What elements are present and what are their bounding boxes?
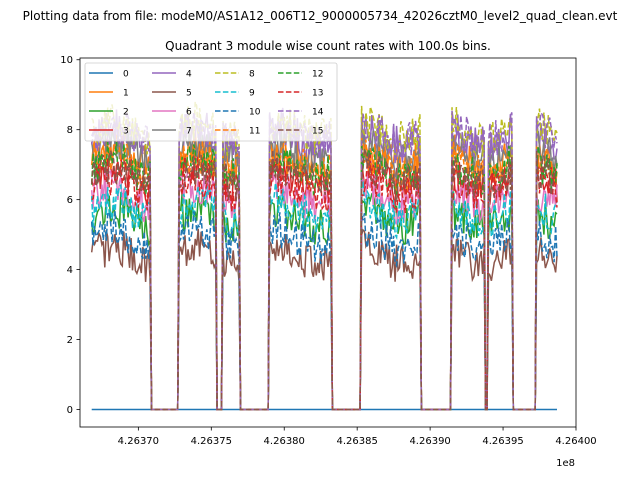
- y-tick-label: 0: [67, 405, 73, 416]
- figure-suptitle: Plotting data from file: modeM0/AS1A12_0…: [23, 9, 618, 23]
- y-tick-label: 6: [67, 195, 73, 206]
- legend-label: 11: [249, 127, 260, 137]
- x-tick-label: 4.26385: [336, 436, 377, 447]
- legend-label: 0: [123, 70, 129, 80]
- y-tick-label: 2: [67, 335, 73, 346]
- legend-box: [84, 62, 338, 142]
- x-offset-label: 1e8: [556, 458, 575, 469]
- legend-label: 6: [186, 108, 192, 118]
- x-tick-label: 4.26375: [191, 436, 232, 447]
- legend-item: 5: [152, 89, 192, 99]
- x-tick-label: 4.26400: [555, 436, 596, 447]
- legend-label: 1: [123, 89, 129, 99]
- series-line-15: [90, 146, 558, 411]
- legend-item: 4: [152, 70, 192, 80]
- legend-label: 3: [123, 127, 129, 137]
- legend-label: 15: [312, 127, 323, 137]
- series-line-9: [90, 180, 558, 411]
- legend-item: 1: [89, 89, 129, 99]
- legend-label: 8: [249, 70, 255, 80]
- x-axis: 4.26370 4.26375 4.26380 4.26385 4.26390 4.263…: [118, 427, 597, 447]
- legend-item: 7: [152, 127, 192, 137]
- legend-item: 11: [215, 127, 260, 137]
- plot-frame: [79, 57, 577, 428]
- x-tick-label: 4.26370: [118, 436, 159, 447]
- series-line-10: [90, 210, 558, 411]
- legend-item: 0: [89, 70, 129, 80]
- legend-item: 2: [89, 108, 129, 118]
- legend-label: 9: [249, 89, 255, 99]
- legend-item: 3: [89, 127, 129, 137]
- legend-label: 5: [186, 89, 192, 99]
- legend-item: 14: [278, 108, 324, 118]
- chart-title: Quadrant 3 module wise count rates with …: [165, 39, 491, 53]
- legend-label: 7: [186, 127, 192, 137]
- legend-item: 15: [278, 127, 323, 137]
- x-tick-label: 4.26390: [409, 436, 450, 447]
- series-line-13: [91, 158, 558, 411]
- legend-item: 12: [278, 70, 323, 80]
- legend-item: 10: [215, 108, 261, 118]
- y-tick-label: 10: [60, 55, 73, 66]
- x-tick-label: 4.26380: [264, 436, 305, 447]
- legend-label: 4: [186, 70, 192, 80]
- legend-item: 9: [215, 89, 255, 99]
- x-tick-label: 4.26395: [482, 436, 523, 447]
- legend-item: 13: [278, 89, 323, 99]
- legend-item: 8: [215, 70, 255, 80]
- y-tick-label: 4: [67, 265, 73, 276]
- legend-item: 6: [152, 108, 192, 118]
- legend-label: 12: [312, 70, 323, 80]
- y-axis: 0 2 4 6 8 10: [60, 55, 80, 416]
- y-tick-label: 8: [67, 125, 73, 136]
- legend-label: 14: [312, 108, 324, 118]
- series-layer: [90, 101, 558, 411]
- legend-label: 2: [123, 108, 129, 118]
- legend-label: 10: [249, 108, 261, 118]
- legend-label: 13: [312, 89, 323, 99]
